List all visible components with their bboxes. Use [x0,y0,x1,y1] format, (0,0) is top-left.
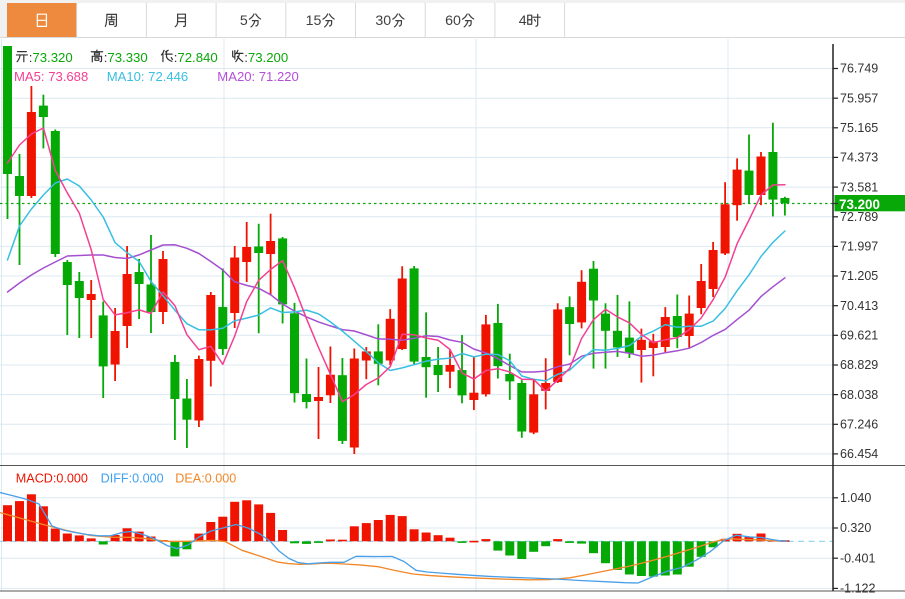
svg-text:70.413: 70.413 [840,299,878,313]
svg-text:71.997: 71.997 [840,240,878,254]
svg-text:72.789: 72.789 [840,210,878,224]
svg-text:68.829: 68.829 [840,358,878,372]
svg-text:74.373: 74.373 [840,151,878,165]
svg-text:60: 60 [445,13,461,29]
svg-text:MA5: 73.688: MA5: 73.688 [14,69,88,84]
svg-text:30: 30 [375,13,391,29]
svg-text:MA20: 71.220: MA20: 71.220 [217,69,299,84]
svg-text::73.330: :73.330 [104,50,148,65]
svg-text:MA10: 72.446: MA10: 72.446 [107,69,189,84]
svg-text:5: 5 [240,13,248,29]
svg-text:71.205: 71.205 [840,269,878,283]
svg-text:4: 4 [519,13,527,29]
svg-text::73.200: :73.200 [244,50,288,65]
svg-text:15: 15 [306,13,322,29]
svg-text:66.454: 66.454 [840,447,878,461]
svg-text:75.957: 75.957 [840,91,878,105]
svg-text:-0.401: -0.401 [840,551,875,565]
svg-text:0.320: 0.320 [840,521,871,535]
svg-text:67.246: 67.246 [840,418,878,432]
svg-text:DIFF:0.000: DIFF:0.000 [101,472,164,486]
svg-text:68.038: 68.038 [840,388,878,402]
svg-text:1.040: 1.040 [840,491,871,505]
svg-text:73.581: 73.581 [840,180,878,194]
svg-text:73.200: 73.200 [839,197,880,212]
svg-text:-1.122: -1.122 [840,582,875,596]
svg-text::73.320: :73.320 [29,50,73,65]
svg-text:69.621: 69.621 [840,329,878,343]
svg-text:75.165: 75.165 [840,121,878,135]
svg-text::72.840: :72.840 [174,50,218,65]
svg-text:MACD:0.000: MACD:0.000 [16,472,88,486]
svg-text:76.749: 76.749 [840,62,878,76]
svg-text:DEA:0.000: DEA:0.000 [175,472,236,486]
